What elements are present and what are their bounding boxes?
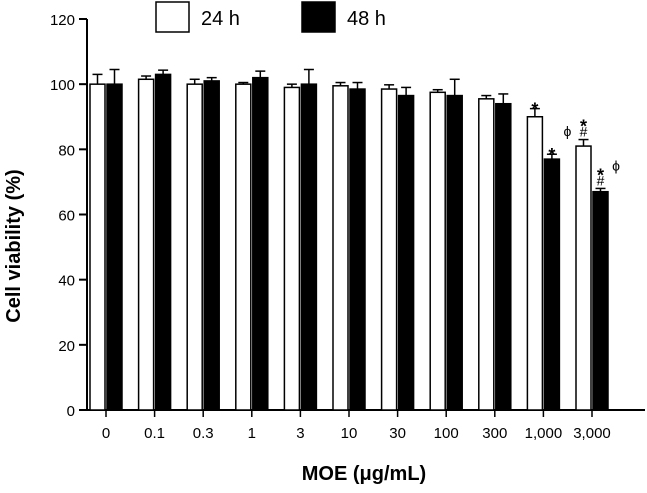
bar-24h-1 (235, 83, 252, 411)
x-tick-label: 3,000 (573, 425, 611, 442)
bar-48h-100 (446, 94, 463, 411)
x-tick-label: 0.3 (193, 425, 214, 442)
annotation-symbol: * (597, 165, 604, 185)
bar-24h-300 (478, 98, 495, 411)
bar-24h-10 (332, 85, 349, 411)
bars (89, 68, 609, 411)
legend: 24 h 48 h (155, 1, 386, 33)
bar-24h-30 (380, 88, 398, 411)
x-tick-label: 300 (482, 425, 507, 442)
annotation-symbol: * (548, 145, 555, 165)
bar-48h-300 (495, 102, 512, 411)
bar-48h-0 (106, 83, 123, 411)
bar-48h-1 (252, 76, 269, 411)
x-tick-label: 100 (434, 425, 459, 442)
x-tick-label: 0 (102, 425, 110, 442)
bar-24h-100 (429, 91, 446, 411)
bar-24h-1000 (526, 116, 544, 411)
y-axis-title: Cell viability (%) (3, 169, 25, 322)
annotation-symbol: # (597, 172, 605, 188)
y-tick-label: 20 (58, 338, 75, 355)
bar-48h-1000 (543, 158, 561, 411)
legend-swatch (155, 1, 190, 33)
x-axis: 0 0.1 0.3 1 3 10 30 100 300 1,000 3,000 (87, 409, 645, 442)
bar-48h-0.3 (203, 80, 220, 411)
bar-24h-0 (89, 83, 106, 411)
y-tick-label: 120 (50, 12, 75, 29)
y-tick-label: 0 (67, 403, 75, 420)
bar-48h-10 (349, 88, 366, 411)
y-tick-label: 60 (58, 208, 75, 225)
x-tick-label: 1,000 (525, 425, 563, 442)
y-tick-label: 40 (58, 273, 75, 290)
x-tick-label: 1 (248, 425, 256, 442)
y-tick-label: 80 (58, 142, 75, 159)
bar-48h-30 (397, 94, 415, 411)
legend-swatch (301, 1, 336, 33)
annotation-symbol: ϕ (563, 123, 571, 139)
bar-48h-0.1 (154, 73, 172, 411)
x-tick-label: 3 (296, 425, 304, 442)
legend-label: 24 h (201, 8, 240, 30)
significance-annotations: *ϕ*#*ϕ#* (531, 100, 620, 189)
bar-24h-0.1 (137, 78, 155, 411)
bar-24h-3000 (575, 145, 592, 411)
y-tick-label: 100 (50, 77, 75, 94)
bar-48h-3 (300, 83, 318, 411)
bar-24h-3 (283, 86, 301, 411)
annotation-symbol: ϕ (612, 157, 620, 173)
y-axis: 0 20 40 60 80 100 120 (50, 12, 88, 420)
x-tick-label: 30 (389, 425, 406, 442)
bar-24h-0.3 (186, 83, 203, 411)
x-tick-label: 0.1 (144, 425, 165, 442)
annotation-symbol: * (531, 100, 538, 120)
annotation-symbol: * (580, 117, 587, 137)
annotation-symbol: # (580, 124, 588, 140)
x-axis-title: MOE (μg/mL) (302, 463, 426, 485)
legend-label: 48 h (347, 8, 386, 30)
x-tick-label: 10 (341, 425, 358, 442)
bar-48h-3000 (592, 190, 609, 411)
